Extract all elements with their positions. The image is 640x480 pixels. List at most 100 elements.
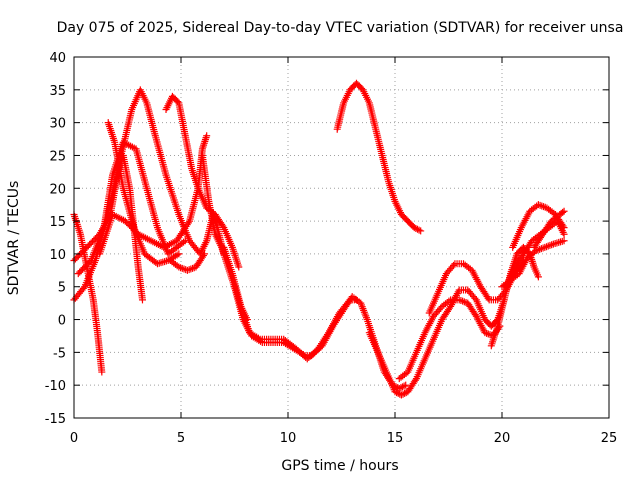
x-axis-label: GPS time / hours bbox=[281, 458, 398, 474]
data-point bbox=[138, 296, 146, 304]
data-point bbox=[539, 244, 547, 252]
data-point bbox=[394, 389, 402, 397]
data-point bbox=[537, 245, 545, 253]
y-tick-label: 20 bbox=[49, 182, 66, 197]
data-point bbox=[484, 294, 492, 302]
data-point bbox=[393, 389, 401, 397]
data-point bbox=[199, 252, 207, 260]
data-point bbox=[560, 224, 568, 232]
data-point bbox=[559, 222, 567, 230]
data-point bbox=[541, 243, 549, 251]
data-point bbox=[455, 296, 463, 304]
data-point bbox=[398, 383, 406, 391]
data-point bbox=[397, 391, 405, 399]
series-arc-20 bbox=[524, 237, 568, 261]
data-point bbox=[471, 294, 479, 302]
data-point bbox=[201, 250, 209, 258]
y-tick-label: 35 bbox=[49, 84, 66, 99]
data-point bbox=[174, 98, 182, 106]
series-arc-1 bbox=[70, 211, 106, 376]
y-tick-label: 30 bbox=[49, 117, 66, 132]
data-point bbox=[185, 266, 193, 274]
series-arc-8 bbox=[166, 250, 209, 274]
series-arc-11 bbox=[231, 283, 410, 392]
axis-ticks: 0 5 10 15 20 25 40 35 30 25 20 15 10 5 0 -5 -10 -15 bbox=[45, 51, 618, 446]
data-point bbox=[181, 237, 189, 245]
data-point bbox=[413, 225, 421, 233]
x-tick-label: 0 bbox=[70, 431, 78, 446]
plot-frame bbox=[73, 56, 610, 419]
data-point bbox=[459, 297, 467, 305]
data-point bbox=[540, 203, 548, 211]
data-point bbox=[560, 237, 568, 245]
y-tick-label: -15 bbox=[45, 412, 66, 427]
data-point bbox=[400, 382, 408, 390]
data-point bbox=[397, 384, 405, 392]
data-point bbox=[180, 238, 188, 246]
y-tick-label: -10 bbox=[45, 379, 66, 394]
data-point bbox=[175, 263, 183, 271]
x-tick-label: 20 bbox=[494, 431, 511, 446]
data-point bbox=[79, 284, 87, 292]
y-tick-label: -5 bbox=[53, 346, 66, 361]
data-point bbox=[544, 242, 552, 250]
data-point bbox=[437, 304, 445, 312]
data-point bbox=[543, 243, 551, 251]
series-arc-21 bbox=[498, 253, 532, 291]
data-point bbox=[532, 247, 540, 255]
data-point bbox=[399, 390, 407, 398]
data-point bbox=[534, 273, 542, 281]
data-point bbox=[177, 264, 185, 272]
series-arc-5 bbox=[104, 119, 183, 268]
data-point bbox=[175, 250, 183, 258]
data-point bbox=[546, 241, 554, 249]
chart-title: Day 075 of 2025, Sidereal Day-to-day VTE… bbox=[57, 20, 624, 36]
data-point bbox=[410, 224, 418, 232]
data-point bbox=[460, 298, 468, 306]
data-point bbox=[536, 201, 544, 209]
data-point bbox=[219, 222, 227, 230]
x-tick-label: 10 bbox=[280, 431, 297, 446]
plot-area bbox=[70, 79, 568, 399]
data-point bbox=[417, 227, 425, 235]
data-point bbox=[445, 297, 453, 305]
data-point bbox=[484, 330, 492, 338]
data-point bbox=[548, 241, 556, 249]
data-point bbox=[483, 329, 491, 337]
data-point bbox=[98, 368, 106, 376]
data-point bbox=[560, 207, 568, 215]
data-point bbox=[559, 208, 567, 216]
data-point bbox=[189, 264, 197, 272]
data-point bbox=[401, 389, 409, 397]
data-point bbox=[235, 263, 243, 271]
data-point bbox=[391, 388, 399, 396]
series-arc-7 bbox=[162, 92, 243, 271]
y-tick-label: 10 bbox=[49, 248, 66, 263]
series-arc-18 bbox=[509, 201, 568, 251]
y-tick-label: 25 bbox=[49, 149, 66, 164]
y-tick-label: 40 bbox=[49, 51, 66, 66]
data-point bbox=[402, 381, 410, 389]
data-point bbox=[534, 201, 542, 209]
x-tick-label: 15 bbox=[387, 431, 404, 446]
data-point bbox=[180, 265, 188, 273]
y-axis-label: SDTVAR / TECUs bbox=[6, 181, 22, 296]
data-point bbox=[449, 261, 457, 269]
x-tick-label: 25 bbox=[601, 431, 618, 446]
data-point bbox=[538, 202, 546, 210]
data-point bbox=[183, 266, 191, 274]
series-arc-19 bbox=[530, 207, 568, 251]
data-point bbox=[203, 132, 211, 140]
data-point bbox=[178, 264, 186, 272]
y-tick-label: 5 bbox=[58, 281, 66, 296]
data-point bbox=[412, 224, 420, 232]
data-point bbox=[457, 297, 465, 305]
series-arc-6 bbox=[96, 132, 211, 258]
data-point bbox=[187, 265, 195, 273]
data-point bbox=[415, 226, 423, 234]
y-tick-label: 15 bbox=[49, 215, 66, 230]
data-point bbox=[524, 253, 532, 261]
data-point bbox=[481, 329, 489, 337]
y-tick-label: 0 bbox=[58, 314, 66, 329]
